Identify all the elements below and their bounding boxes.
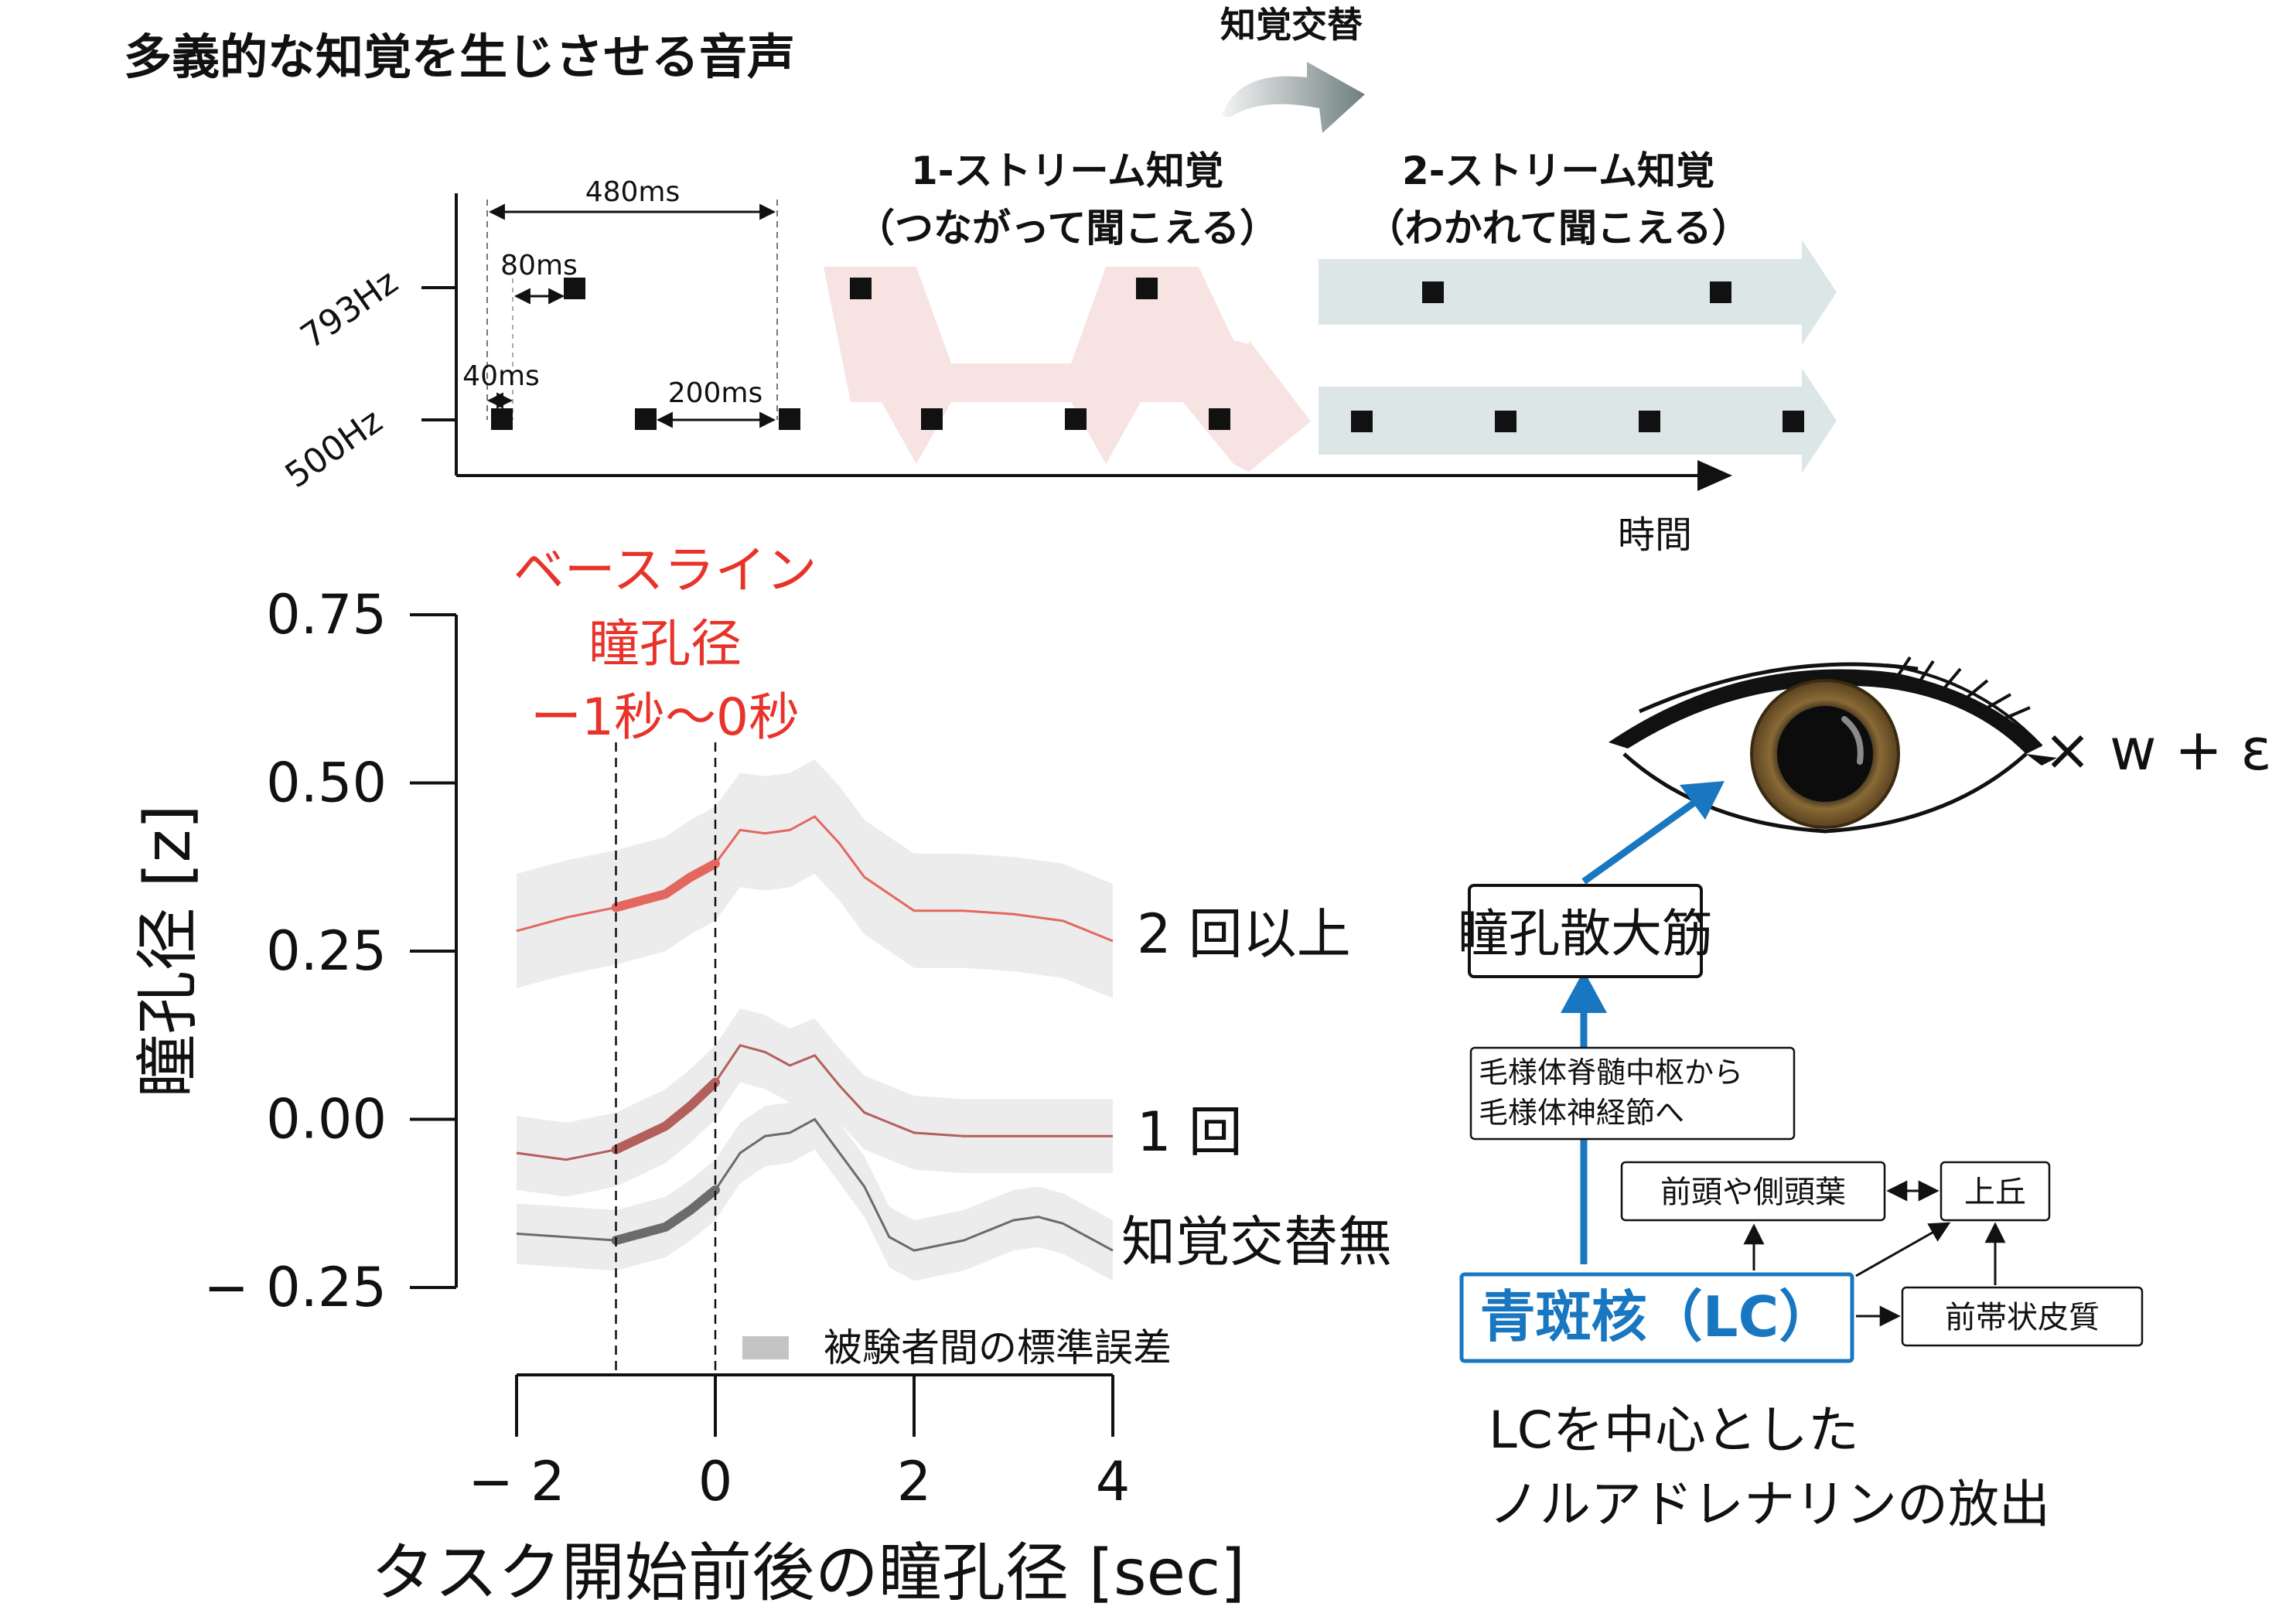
series-label-none: 知覚交替無 [1121, 1210, 1392, 1274]
eye-illustration [1609, 656, 2057, 834]
tone-low [635, 408, 657, 430]
tone-low [1783, 411, 1804, 432]
lc-box [1459, 1272, 1854, 1363]
baseline-segment [611, 1077, 720, 1154]
series-label-2plus: 2 回以上 [1137, 902, 1351, 966]
y-axis-title: 瞳孔径 [z] [131, 804, 205, 1097]
se-band [517, 1008, 1113, 1197]
pathway-label-2: 毛様体神経節へ [1479, 1096, 1684, 1130]
tone-low [1495, 411, 1516, 432]
lc-to-colliculus-arrow [1855, 1222, 1951, 1277]
caption-line-1: LCを中心とした [1489, 1400, 1859, 1460]
time-axis-arrowhead [1697, 460, 1732, 491]
tone-low [1209, 408, 1230, 430]
tone-high [850, 278, 872, 299]
one-stream-title: 1-ストリーム知覚 [911, 148, 1223, 193]
caption-line-2: ノルアドレナリンの放出 [1489, 1475, 2050, 1534]
baseline-segments [611, 858, 720, 1246]
time-axis-label: 時間 [1618, 513, 1692, 557]
tone-low [1065, 408, 1087, 430]
y-tick-label: 0.00 [266, 1088, 387, 1151]
muscle-to-eye-arrow [1581, 797, 1700, 885]
span-40-label: 40ms [462, 360, 540, 392]
span-80-label: 80ms [500, 250, 578, 281]
pupil-chart: 0.75 0.50 0.25 0.00 − 0.25 − 2 0 2 4 ベースライン 瞳孔径… [131, 541, 1392, 1610]
legend-swatch [742, 1336, 789, 1359]
one-stream-band [824, 267, 1311, 472]
span-480-label: 480ms [585, 176, 681, 208]
tone-low [921, 408, 943, 430]
x-tick-label: 0 [698, 1450, 733, 1513]
freq-high-label: 793Hz [294, 262, 405, 356]
y-tick-label: 0.75 [266, 583, 387, 646]
upper-eyelid [1609, 669, 2042, 754]
tone-high [1710, 281, 1731, 303]
tone-high [1136, 278, 1158, 299]
two-stream-subtitle: （わかれて聞こえる） [1366, 206, 1751, 251]
lid-crease [1638, 662, 1919, 714]
x-tick-label: 4 [1096, 1450, 1131, 1513]
pupil [1777, 706, 1873, 802]
tone-low [491, 408, 513, 430]
two-stream-band-low [1319, 368, 1837, 473]
lc-label: 青斑核（LC） [1480, 1284, 1835, 1349]
colliculus-box [1939, 1161, 2051, 1222]
pupil-highlight [1841, 716, 1864, 765]
x-tick-label: − 2 [468, 1450, 565, 1513]
eye-corner [2026, 754, 2057, 766]
alternation-label: 知覚交替 [1220, 4, 1363, 46]
alternation-arrow [1222, 62, 1365, 133]
tone-high [564, 278, 585, 299]
lower-eyelid [1622, 752, 2028, 834]
tone-high [1422, 281, 1444, 303]
tone-markers [491, 278, 1804, 432]
tone-low [1639, 411, 1660, 432]
baseline-segment [611, 858, 720, 912]
y-tick-label: 0.50 [266, 752, 387, 815]
muscle-to-eye-arrowhead [1680, 781, 1725, 820]
se-band [517, 759, 1113, 998]
tone-low [779, 408, 800, 430]
x-ticks: − 2 0 2 4 [468, 1375, 1130, 1513]
tone-low [1351, 411, 1373, 432]
series-label-1: 1 回 [1137, 1100, 1243, 1164]
y-tick-label: − 0.25 [203, 1256, 387, 1319]
two-stream-band-high [1319, 240, 1837, 345]
muscle-box [1468, 884, 1703, 978]
se-band [517, 1089, 1113, 1281]
pathway-box [1469, 1046, 1796, 1141]
two-stream-title: 2-ストリーム知覚 [1402, 148, 1714, 193]
baseline-segment [611, 1185, 720, 1246]
one-stream-subtitle: （つながって聞こえる） [856, 206, 1278, 251]
pathway-label-1: 毛様体脊髄中枢から [1479, 1056, 1743, 1090]
cingulate-box [1901, 1286, 2144, 1347]
x-axis-title: タスク開始前後の瞳孔径 [sec] [371, 1536, 1245, 1610]
legend-label: 被験者間の標準誤差 [824, 1325, 1172, 1370]
freq-low-label: 500Hz [278, 401, 390, 496]
eyelashes [1886, 656, 2043, 748]
frontal-label: 前頭や側頭葉 [1660, 1175, 1846, 1210]
x-tick-label: 2 [897, 1450, 932, 1513]
span-200-label: 200ms [668, 377, 763, 409]
cingulate-label: 前帯状皮質 [1945, 1300, 2100, 1335]
y-tick-label: 0.25 [266, 919, 387, 983]
y-ticks: 0.75 0.50 0.25 0.00 − 0.25 [203, 583, 456, 1319]
eye-formula: × w + ε [2043, 717, 2271, 783]
baseline-label-1: ベースライン [513, 541, 817, 600]
frontal-box [1620, 1161, 1886, 1222]
colliculus-label: 上丘 [1964, 1175, 2026, 1210]
lc-to-muscle-arrowhead [1561, 970, 1607, 1013]
baseline-label-3: ー1秒〜0秒 [531, 687, 800, 747]
se-bands [517, 759, 1113, 1281]
baseline-label-2: 瞳孔径 [588, 614, 742, 674]
figure-title: 多義的な知覚を生じさせる音声 [124, 29, 795, 85]
muscle-label: 瞳孔散大筋 [1458, 904, 1713, 963]
